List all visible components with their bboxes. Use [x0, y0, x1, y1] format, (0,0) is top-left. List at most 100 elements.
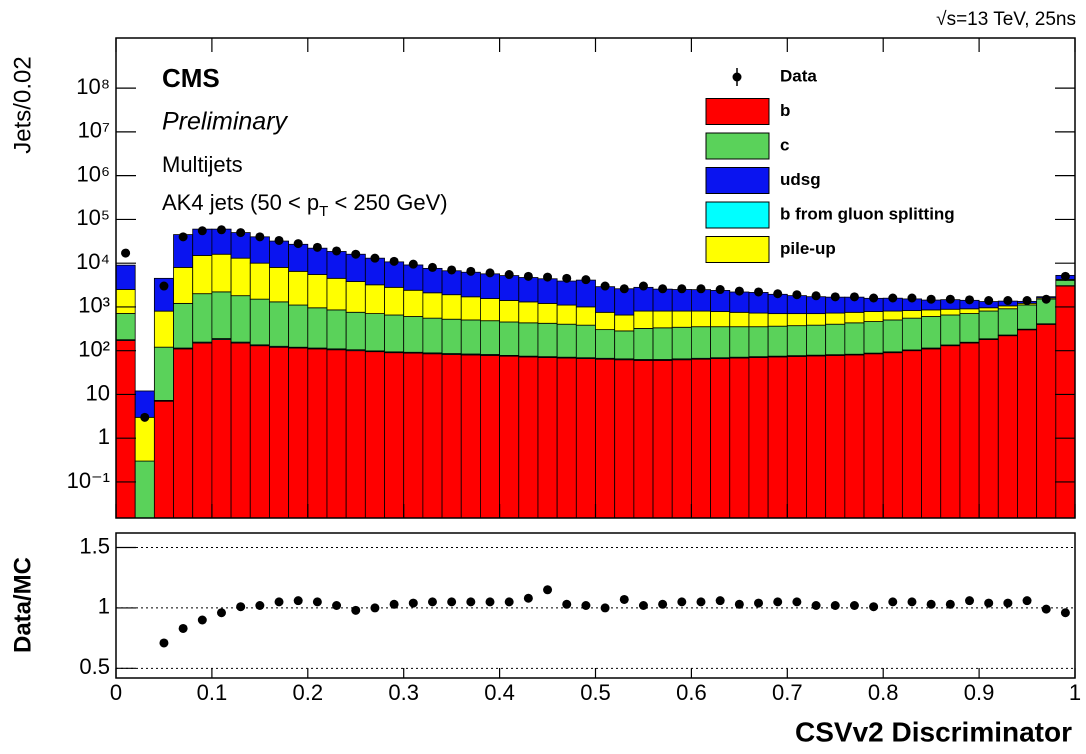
ratio-point [638, 601, 648, 610]
histogram-segment [153, 346, 174, 401]
ratio-point [734, 599, 744, 609]
histogram-segment [326, 277, 347, 311]
legend-label: b [780, 101, 790, 120]
histogram-segment [863, 353, 884, 519]
x-tick-label: 0.6 [676, 680, 707, 705]
data-point [140, 412, 150, 422]
histogram-segment [518, 301, 539, 324]
histogram-segment [997, 305, 1018, 310]
histogram-segment [441, 294, 462, 320]
data-point [907, 293, 917, 303]
histogram-segment [384, 352, 405, 519]
histogram-segment [422, 317, 443, 354]
histogram-segment [921, 316, 942, 349]
ratio-point [274, 597, 284, 607]
data-point [370, 253, 380, 263]
energy-label: √s=13 TeV, 25ns [936, 9, 1076, 30]
x-tick-label: 0.1 [197, 680, 228, 705]
histogram-segment [691, 310, 711, 328]
ratio-point [1041, 604, 1051, 614]
ratio-point [754, 598, 764, 608]
data-point [504, 270, 514, 280]
ratio-point [504, 597, 514, 607]
data-point [869, 293, 879, 303]
histogram-segment [901, 317, 922, 351]
histogram-segment [249, 345, 270, 519]
histogram-segment [729, 311, 750, 328]
histogram-segment [882, 319, 903, 353]
ratio-point [811, 601, 821, 610]
histogram-segment [230, 257, 251, 297]
histogram-segment [518, 277, 539, 303]
histogram-segment [307, 274, 328, 309]
histogram-segment [441, 318, 462, 354]
histogram-segment [269, 266, 290, 303]
histogram-segment [671, 326, 692, 360]
histogram-segment [173, 267, 194, 304]
histogram-segment [480, 273, 501, 299]
histogram-segment [288, 304, 309, 348]
jets-label-subscript: T [319, 203, 328, 220]
histogram-segment [269, 346, 290, 519]
histogram-segment [633, 359, 654, 519]
data-point [715, 285, 725, 295]
data-point [197, 226, 207, 236]
histogram-segment [556, 357, 577, 519]
y-tick-label: 10 [86, 380, 110, 405]
histogram-segment [863, 321, 884, 354]
histogram-segment [575, 358, 596, 519]
histogram-segment [978, 307, 999, 312]
ratio-point [236, 602, 246, 612]
histogram-segment [710, 358, 731, 519]
x-tick-label: 0.3 [388, 680, 419, 705]
ratio-point [523, 593, 533, 603]
status-label: Preliminary [162, 108, 289, 136]
ratio-point [447, 597, 457, 607]
histogram-segment [614, 359, 635, 519]
data-point [734, 286, 744, 296]
data-point [792, 290, 802, 300]
data-point [888, 293, 898, 303]
histogram-segment [364, 284, 385, 314]
x-tick-label: 1 [1069, 680, 1081, 705]
histogram-segment [326, 251, 347, 279]
ratio-point [984, 598, 994, 608]
histogram-segment [595, 329, 616, 359]
histogram-segment [115, 289, 136, 314]
histogram-segment [940, 314, 961, 346]
histogram-segment [115, 313, 136, 341]
ratio-y-tick-label: 1 [98, 594, 110, 619]
data-point [965, 295, 975, 305]
data-point [485, 268, 495, 278]
data-point [658, 284, 668, 294]
histogram-segment [786, 325, 807, 357]
ratio-point [1022, 596, 1032, 606]
histogram-segment [460, 296, 481, 321]
histogram-segment [460, 319, 481, 355]
data-point [427, 262, 437, 272]
histogram-segment [671, 359, 692, 519]
histogram-segment [901, 310, 922, 319]
ratio-point [293, 596, 303, 606]
histogram-segment [882, 352, 903, 519]
ratio-point [255, 601, 265, 610]
histogram-segment [595, 311, 616, 331]
histogram-segment [748, 312, 769, 328]
histogram-segment [537, 322, 558, 358]
histogram-segment [403, 352, 424, 519]
ratio-point [849, 601, 859, 610]
data-point [332, 246, 342, 256]
experiment-label: CMS [162, 63, 220, 93]
histogram-segment [614, 330, 635, 360]
data-point [178, 232, 188, 242]
histogram-segment [115, 264, 136, 290]
ratio-point [197, 615, 207, 625]
histogram-segment [556, 323, 577, 358]
histogram-segment [806, 355, 827, 519]
ratio-point [370, 603, 380, 613]
histogram-segment [844, 354, 865, 519]
histogram-segment [422, 353, 443, 519]
histogram-segment [748, 357, 769, 519]
ratio-point [427, 597, 437, 607]
histogram-segment [326, 349, 347, 519]
